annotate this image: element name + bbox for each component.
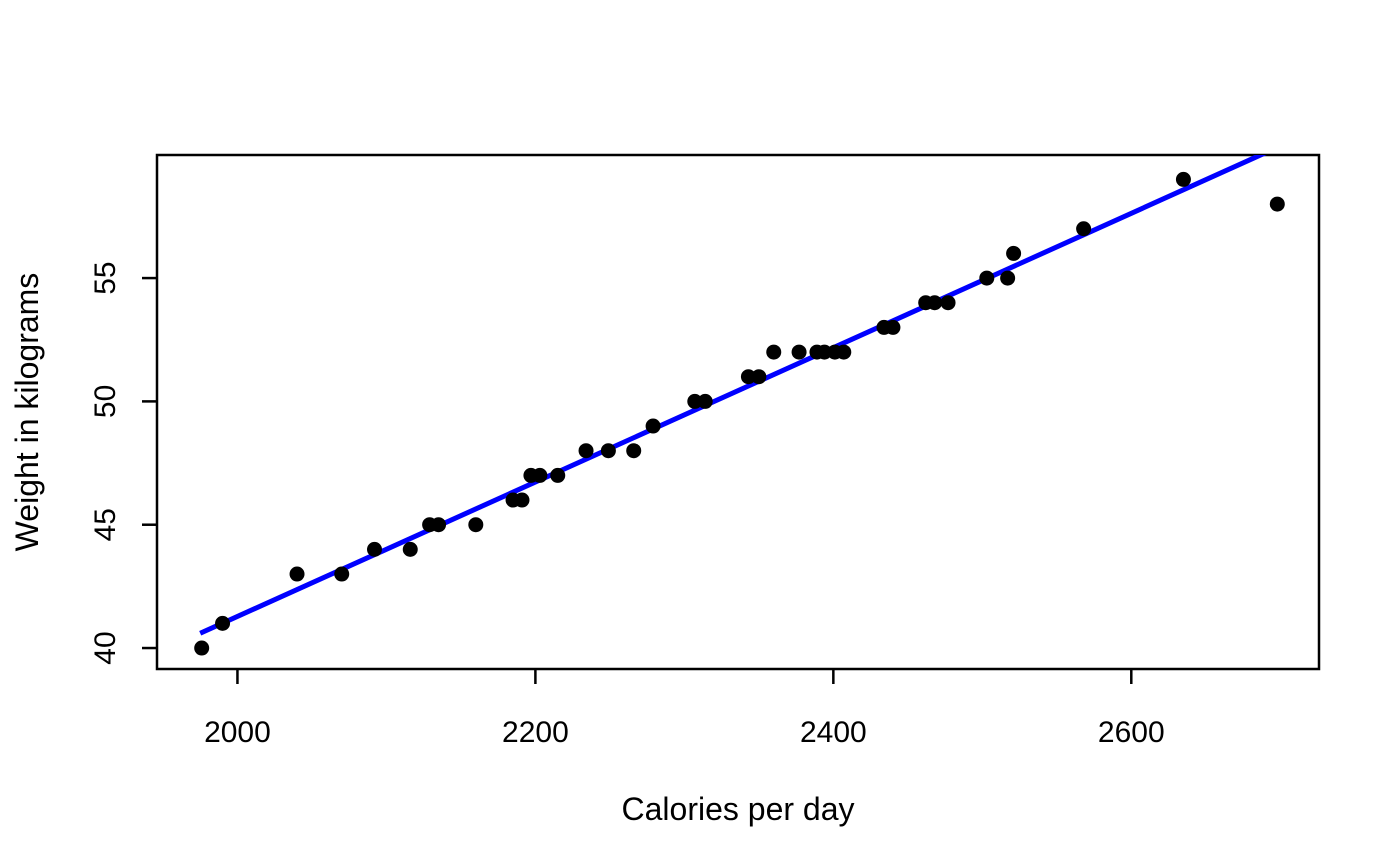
data-point <box>626 443 642 459</box>
data-point <box>1076 221 1092 237</box>
data-point <box>334 566 350 582</box>
data-point <box>431 517 447 533</box>
data-point <box>816 344 832 360</box>
y-axis-label: Weight in kilograms <box>9 273 45 552</box>
axis-ticks <box>142 276 1133 684</box>
data-point <box>402 541 418 557</box>
data-point <box>687 393 703 409</box>
y-tick-label: 50 <box>89 385 122 418</box>
data-point <box>1000 270 1016 286</box>
y-tick-label: 40 <box>89 631 122 664</box>
x-tick-label: 2600 <box>1098 716 1165 749</box>
data-point <box>1006 245 1022 261</box>
data-point <box>289 566 305 582</box>
data-point <box>751 369 767 385</box>
data-point <box>885 319 901 335</box>
data-point <box>578 443 594 459</box>
data-point <box>468 517 484 533</box>
data-point <box>514 492 530 508</box>
x-axis-label: Calories per day <box>622 791 855 827</box>
data-point <box>550 467 566 483</box>
data-point <box>836 344 852 360</box>
data-point <box>740 369 756 385</box>
data-point <box>979 270 995 286</box>
data-point <box>645 418 661 434</box>
data-point <box>1269 196 1285 212</box>
data-point <box>791 344 807 360</box>
data-points-layer <box>194 171 1285 656</box>
data-point <box>766 344 782 360</box>
data-point <box>367 541 383 557</box>
data-point <box>940 295 956 311</box>
regression-line-layer <box>199 155 1267 636</box>
plot-border-box <box>155 153 1321 671</box>
x-tick-label: 2000 <box>204 716 271 749</box>
data-point <box>532 467 548 483</box>
regression-line <box>199 155 1267 636</box>
data-point <box>1175 171 1191 187</box>
data-point <box>215 615 231 631</box>
data-point <box>927 295 943 311</box>
x-tick-label: 2200 <box>502 716 569 749</box>
data-point <box>194 640 210 656</box>
y-tick-label: 45 <box>89 508 122 541</box>
data-point <box>697 393 713 409</box>
x-tick-label: 2400 <box>800 716 867 749</box>
y-tick-label: 55 <box>89 261 122 294</box>
data-point <box>600 443 616 459</box>
axis-tick-labels: 2000 2200 2400 2600 40 45 50 55 <box>89 261 1165 749</box>
